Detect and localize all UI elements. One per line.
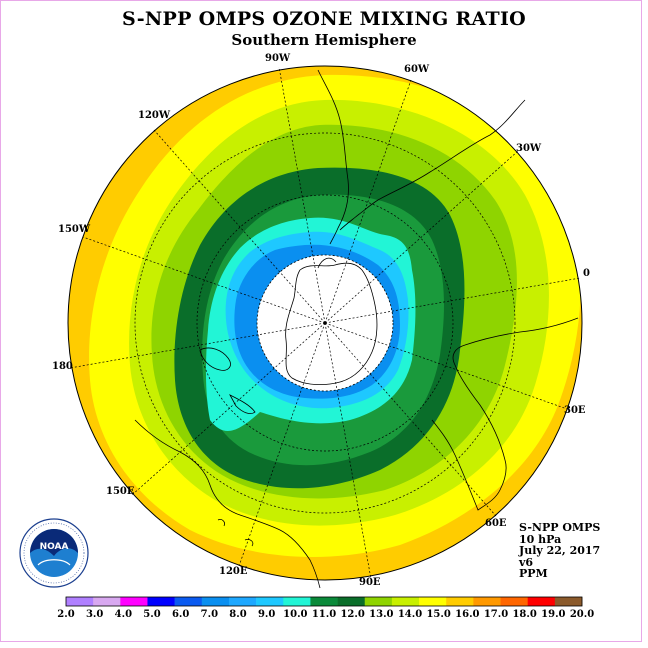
lon-label-150w: 150W — [58, 224, 91, 235]
colorbar-swatch — [93, 597, 121, 606]
noaa-logo: NOAA — [19, 518, 89, 588]
lon-label-120w: 120W — [138, 110, 171, 121]
colorbar-tick-label: 20.0 — [569, 609, 595, 620]
colorbar-swatch — [310, 597, 338, 606]
info-version: v6 — [519, 555, 534, 569]
colorbar-tick-label: 9.0 — [257, 609, 276, 620]
colorbar-labels: 2.0 3.0 4.0 5.0 6.0 7.0 8.0 9.0 10.0 11.0 12.0 13.0… — [0, 609, 648, 623]
antarctic-peninsula — [317, 257, 337, 269]
colorbar-tick-label: 8.0 — [229, 609, 247, 620]
graticule — [69, 66, 581, 580]
colorbar-tick-label: 6.0 — [171, 609, 190, 620]
lon-label-60e: 60E — [485, 518, 507, 529]
colorbar-swatch — [446, 597, 474, 606]
colorbar-tick-label: 4.0 — [114, 609, 133, 620]
info-pressure: 10 hPa — [519, 532, 562, 546]
page-title: S-NPP OMPS OZONE MIXING RATIO — [121, 8, 527, 30]
colorbar-swatch — [174, 597, 203, 606]
lon-label-120e: 120E — [219, 566, 248, 577]
colorbar-swatch — [283, 597, 311, 606]
lon-label-60w: 60W — [404, 64, 430, 75]
info-instrument: S-NPP OMPS — [519, 521, 601, 534]
island-b — [244, 539, 254, 547]
colorbar-tick-label: 14.0 — [397, 609, 423, 620]
south-pole-marker — [323, 321, 327, 325]
lon-label-30w: 30W — [516, 143, 542, 154]
colorbar-tick-label: 16.0 — [455, 609, 480, 620]
colorbar-tick-label: 7.0 — [200, 609, 219, 620]
colorbar-swatch — [419, 597, 447, 606]
antarctica-coast — [285, 262, 378, 386]
colorbar-swatch — [500, 597, 528, 606]
colorbar-swatch — [256, 597, 284, 606]
noaa-logo-text: NOAA — [40, 542, 69, 552]
colorbar-tick-label: 18.0 — [512, 609, 537, 620]
polar-night-edge — [256, 254, 394, 392]
colorbar-swatch — [66, 597, 94, 606]
colorbar-tick-label: 11.0 — [311, 609, 337, 620]
colorbar-swatch — [337, 597, 366, 606]
colorbar-swatch — [147, 597, 175, 606]
new-zealand-south — [199, 347, 231, 371]
colorbar-tick-label: 12.0 — [340, 609, 365, 620]
lon-label-0: 0 — [583, 268, 590, 279]
lon-label-150e: 150E — [106, 486, 135, 497]
colorbar-tick-label: 10.0 — [283, 609, 308, 620]
info-date: July 22, 2017 — [519, 544, 601, 557]
colorbar-tick-label: 17.0 — [483, 609, 509, 620]
australia-coast — [134, 419, 321, 589]
island-a — [217, 519, 225, 527]
colorbar-tick-label: 2.0 — [57, 609, 75, 620]
colorbar-swatch — [473, 597, 501, 606]
colorbar-tick-label: 3.0 — [85, 609, 104, 620]
info-units: PPM — [519, 567, 548, 580]
map-boundary — [67, 65, 583, 581]
colorbar-tick-label: 5.0 — [143, 609, 161, 620]
colorbar-swatch — [527, 597, 556, 606]
colorbar — [65, 596, 583, 607]
colorbar-tick-label: 13.0 — [369, 609, 394, 620]
colorbar-swatch — [391, 597, 420, 606]
colorbar-swatch — [120, 597, 148, 606]
lon-label-90e: 90E — [359, 577, 381, 588]
coastlines — [134, 69, 579, 589]
colorbar-swatch — [364, 597, 393, 606]
lon-label-30e: 30E — [564, 405, 586, 416]
tasmania — [229, 394, 256, 414]
page-subtitle: Southern Hemisphere — [231, 31, 417, 49]
colorbar-border — [65, 596, 583, 607]
colorbar-tick-label: 15.0 — [426, 609, 451, 620]
info-block: S-NPP OMPS 10 hPa July 22, 2017 v6 PPM — [519, 522, 600, 580]
colorbar-swatch — [201, 597, 230, 606]
south-america-coast — [317, 69, 526, 245]
lon-label-180: 180 — [52, 361, 73, 372]
colorbar-swatch — [554, 597, 583, 606]
africa-coast — [431, 317, 579, 511]
lon-label-90w: 90W — [265, 53, 291, 64]
colorbar-swatch — [228, 597, 257, 606]
colorbar-tick-label: 19.0 — [541, 609, 566, 620]
